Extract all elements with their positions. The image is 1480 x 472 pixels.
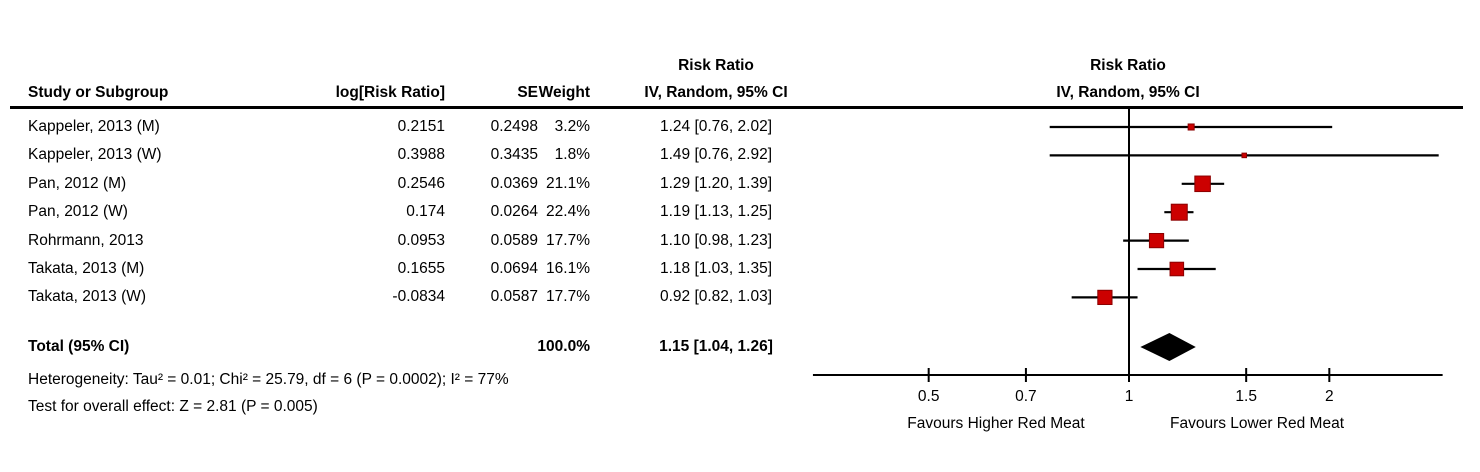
study-square [1148, 232, 1165, 249]
table-cell-name: Kappeler, 2013 (M) [28, 118, 160, 135]
study-square [1169, 261, 1185, 277]
table-cell-log_rr: -0.0834 [392, 288, 445, 306]
study-column-header: Study or Subgroup [28, 84, 169, 101]
effect-column-header-line2: IV, Random, 95% CI [644, 84, 788, 101]
table-cell-weight: 16.1% [546, 260, 590, 277]
table-cell-log_rr: 0.1655 [397, 260, 445, 277]
table-cell-ci_text: 1.49 [0.76, 2.92] [659, 146, 773, 164]
table-cell-log_rr: 0.174 [406, 203, 445, 221]
table-cell-weight: 1.8% [554, 146, 590, 164]
axis-tick-label: 0.7 [1015, 388, 1037, 405]
study-square [1194, 175, 1211, 193]
total-diamond [1140, 333, 1196, 361]
favours-right-label: Favours Lower Red Meat [1169, 415, 1345, 432]
table-cell-name: Pan, 2012 (W) [28, 203, 128, 221]
weight-column-header: Weight [538, 84, 590, 101]
header-rule [10, 106, 1463, 109]
table-cell-se: 0.0264 [490, 203, 538, 221]
table-cell-name: Takata, 2013 (W) [28, 288, 147, 306]
table-cell-log_rr: 0.2546 [397, 174, 445, 192]
table-cell-log_rr: 0.3988 [397, 146, 445, 164]
heterogeneity-text: Heterogeneity: Tau² = 0.01; Chi² = 25.79… [28, 371, 509, 388]
effect-column-header-line1: Risk Ratio [678, 57, 754, 74]
logrr-column-header: log[Risk Ratio] [335, 84, 445, 101]
overall-effect-text: Test for overall effect: Z = 2.81 (P = 0… [28, 398, 318, 415]
table-cell-name: Takata, 2013 (M) [28, 260, 145, 277]
total-weight: 100.0% [537, 338, 590, 355]
table-cell-se: 0.0589 [490, 231, 538, 249]
table-cell-ci_text: 1.10 [0.98, 1.23] [659, 231, 773, 249]
total-ci-text: 1.15 [1.04, 1.26] [659, 338, 773, 355]
study-square [1241, 152, 1248, 159]
table-cell-log_rr: 0.0953 [397, 231, 445, 249]
axis-tick-label: 2 [1325, 388, 1334, 405]
table-cell-se: 0.3435 [490, 146, 538, 164]
table-cell-ci_text: 1.19 [1.13, 1.25] [659, 203, 773, 221]
table-cell-se: 0.2498 [490, 118, 538, 135]
study-square [1097, 289, 1113, 306]
table-cell-weight: 17.7% [546, 288, 590, 306]
study-square [1170, 203, 1188, 221]
axis-tick-label: 0.5 [917, 388, 940, 405]
table-cell-weight: 21.1% [546, 174, 590, 192]
se-column-header: SE [517, 84, 538, 101]
table-cell-log_rr: 0.2151 [397, 118, 445, 135]
table-cell-ci_text: 1.29 [1.20, 1.39] [659, 174, 773, 192]
table-cell-name: Kappeler, 2013 (W) [28, 146, 162, 164]
table-cell-ci_text: 1.18 [1.03, 1.35] [659, 260, 773, 277]
table-cell-se: 0.0369 [490, 174, 538, 192]
plot-header-line1: Risk Ratio [1090, 57, 1166, 74]
table-cell-weight: 22.4% [546, 203, 590, 221]
table-cell-se: 0.0587 [490, 288, 538, 306]
table-cell-weight: 17.7% [546, 231, 590, 249]
table-cell-ci_text: 0.92 [0.82, 1.03] [659, 288, 773, 306]
plot-header-line2: IV, Random, 95% CI [1056, 84, 1200, 101]
table-cell-ci_text: 1.24 [0.76, 2.02] [659, 118, 773, 135]
table-cell-weight: 3.2% [554, 118, 590, 135]
favours-left-label: Favours Higher Red Meat [907, 415, 1085, 432]
table-cell-name: Pan, 2012 (M) [28, 174, 127, 192]
axis-tick-label: 1.5 [1235, 388, 1257, 405]
table-cell-se: 0.0694 [490, 260, 538, 277]
axis-tick-label: 1 [1124, 388, 1134, 405]
total-label: Total (95% CI) [28, 338, 130, 355]
study-square [1187, 123, 1195, 131]
table-cell-name: Rohrmann, 2013 [28, 231, 144, 249]
